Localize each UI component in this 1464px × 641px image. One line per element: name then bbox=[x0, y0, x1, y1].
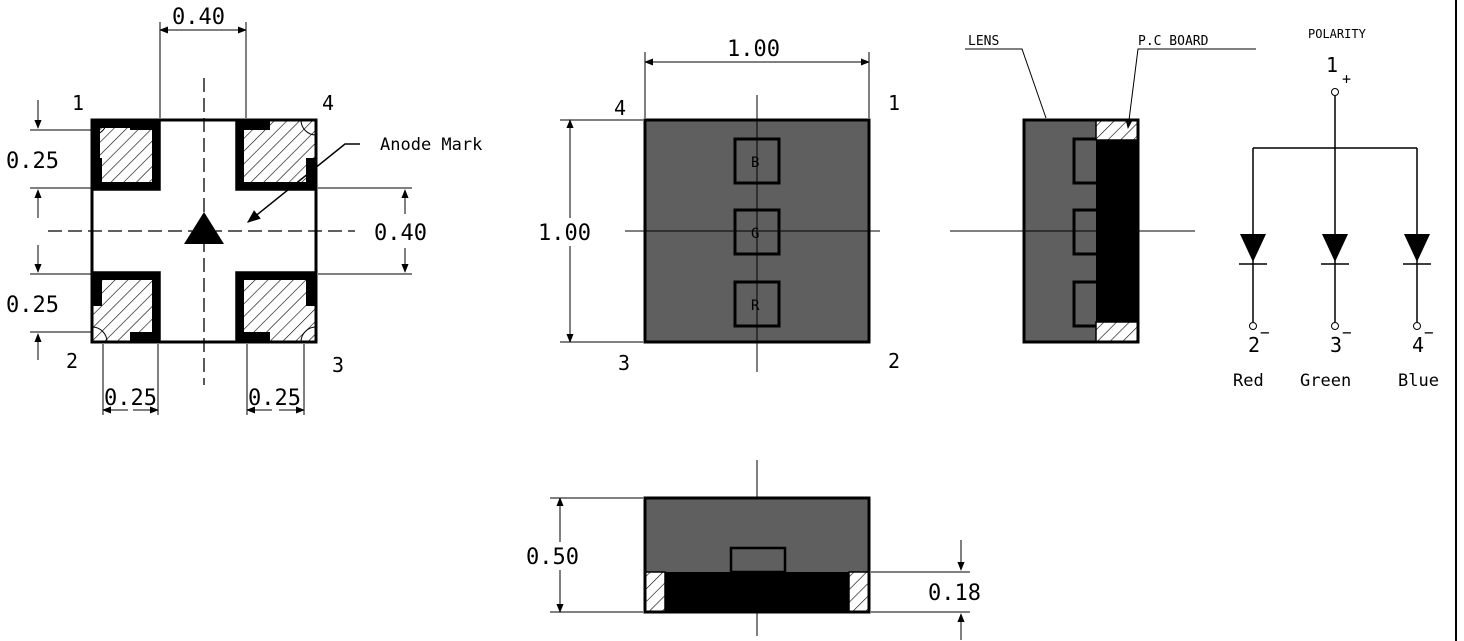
side-view: LENS P.C BOARD bbox=[950, 34, 1256, 344]
polarity-schematic: POLARITY 1 + 2 − 3 − 4 − Red bbox=[1233, 27, 1439, 391]
pad-bottom-left bbox=[91, 271, 161, 343]
polarity-pin-4: 4 bbox=[1412, 333, 1424, 357]
bottom-view: Anode Mark 0.40 0.25 0.25 0.40 0.25 bbox=[6, 5, 482, 415]
dim-bottom-pad-right: 0.25 bbox=[248, 386, 301, 411]
diode-green bbox=[1321, 148, 1349, 330]
pad-top-left bbox=[91, 119, 161, 191]
label-green: Green bbox=[1300, 371, 1351, 391]
anode-mark-triangle bbox=[184, 212, 224, 244]
polarity-title: POLARITY bbox=[1308, 27, 1367, 41]
dim-bottom-pad-left: 0.25 bbox=[104, 386, 157, 411]
diode-blue bbox=[1403, 148, 1431, 330]
polarity-plus: + bbox=[1342, 70, 1351, 88]
chip-blue-label: B bbox=[751, 155, 759, 171]
top-pin-2: 2 bbox=[888, 349, 900, 373]
chip-red-label: R bbox=[751, 298, 760, 314]
chip-blue bbox=[733, 137, 781, 185]
lens-label: LENS bbox=[968, 34, 999, 49]
label-blue: Blue bbox=[1398, 371, 1439, 391]
pc-board-label: P.C BOARD bbox=[1138, 34, 1209, 49]
dim-bottom-left-bottom: 0.25 bbox=[6, 293, 59, 318]
dim-front-height: 0.50 bbox=[526, 545, 579, 570]
dim-bottom-top-width: 0.40 bbox=[172, 5, 225, 30]
polarity-pin-2: 2 bbox=[1248, 333, 1260, 357]
anode-mark-label: Anode Mark bbox=[380, 135, 482, 155]
dim-bottom-left-top: 0.25 bbox=[6, 149, 59, 174]
polarity-pin-1: 1 bbox=[1326, 53, 1338, 77]
polarity-minus-4: − bbox=[1424, 323, 1434, 342]
pin-number-1: 1 bbox=[72, 91, 84, 115]
diode-red bbox=[1239, 148, 1267, 330]
front-lens bbox=[645, 498, 869, 572]
pad-bottom-right bbox=[235, 271, 317, 343]
dim-front-board: 0.18 bbox=[928, 581, 981, 606]
dim-top-width: 1.00 bbox=[727, 37, 780, 62]
front-board bbox=[665, 572, 849, 612]
top-pin-3: 3 bbox=[618, 351, 630, 375]
pin-number-4: 4 bbox=[322, 91, 334, 115]
label-red: Red bbox=[1233, 371, 1264, 391]
chip-green bbox=[733, 208, 781, 256]
pin-number-2: 2 bbox=[66, 349, 78, 373]
pad-top-right bbox=[235, 119, 317, 191]
front-view: 0.50 0.18 bbox=[524, 460, 981, 640]
top-pin-4: 4 bbox=[614, 96, 626, 120]
dim-top-height: 1.00 bbox=[538, 221, 591, 246]
top-pin-1: 1 bbox=[888, 91, 900, 115]
polarity-minus-2: − bbox=[1260, 323, 1270, 342]
chip-green-label: G bbox=[751, 226, 759, 242]
dim-bottom-right-gap: 0.40 bbox=[374, 221, 427, 246]
top-view: B G R 1.00 1.00 4 1 3 2 bbox=[536, 37, 900, 375]
polarity-minus-3: − bbox=[1342, 323, 1352, 342]
polarity-pin-3: 3 bbox=[1330, 333, 1342, 357]
chip-red bbox=[733, 280, 781, 328]
pin-number-3: 3 bbox=[332, 353, 344, 377]
